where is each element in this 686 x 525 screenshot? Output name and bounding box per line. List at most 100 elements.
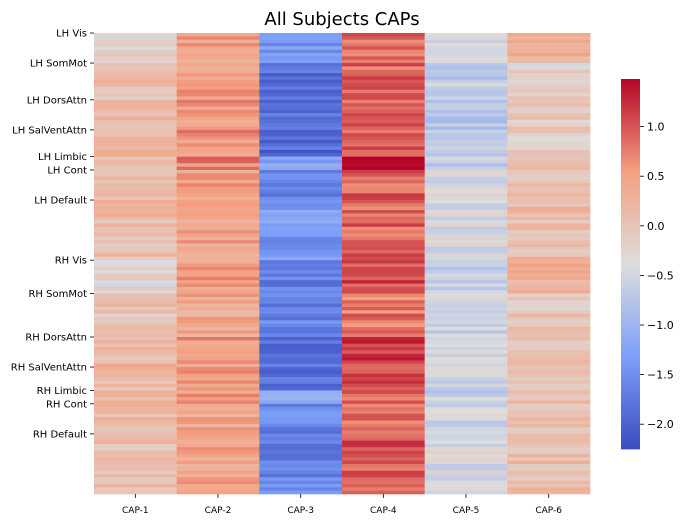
heatmap-cell: [424, 200, 508, 204]
heatmap-cell: [342, 470, 425, 475]
heatmap-cell: [176, 387, 260, 391]
heatmap-cell: [259, 49, 343, 54]
heatmap-cell: [342, 353, 425, 358]
heatmap-cell: [259, 377, 343, 381]
heatmap-cell: [259, 230, 343, 234]
colorbar-segment: [621, 137, 640, 142]
heatmap-cell: [424, 280, 508, 284]
colorbar-segment: [621, 230, 640, 234]
heatmap-cell: [94, 43, 177, 47]
heatmap-cell: [507, 143, 591, 147]
heatmap-cell: [424, 373, 508, 378]
colorbar-tick-label: −1.0: [647, 319, 674, 332]
heatmap-cell: [259, 253, 343, 258]
colorbar-segment: [621, 134, 640, 138]
colorbar-segment: [621, 439, 640, 444]
heatmap-cell: [176, 330, 260, 334]
heatmap-cell: [424, 430, 508, 435]
heatmap-cell: [176, 377, 260, 381]
heatmap-cell: [342, 196, 425, 201]
heatmap-cell: [176, 270, 260, 274]
heatmap-cell: [94, 303, 177, 308]
heatmap-cell: [176, 296, 260, 301]
heatmap-cell: [259, 323, 343, 328]
heatmap-cell: [259, 467, 343, 471]
heatmap-cell: [424, 407, 508, 411]
heatmap-cell: [507, 226, 591, 231]
heatmap-cell: [176, 230, 260, 234]
heatmap-cell: [424, 333, 508, 338]
heatmap-cell: [259, 163, 343, 167]
heatmap-cell: [176, 316, 260, 321]
heatmap-cell: [94, 226, 177, 231]
y-tick-label: LH Cont: [47, 165, 87, 176]
heatmap-cell: [94, 119, 177, 124]
heatmap-cell: [342, 33, 425, 37]
heatmap-cell: [342, 380, 425, 385]
heatmap-cell: [176, 250, 260, 254]
heatmap-cell: [176, 417, 260, 421]
colorbar-segment: [621, 183, 640, 188]
heatmap-cell: [424, 56, 508, 61]
heatmap-cell: [507, 203, 591, 208]
heatmap-cell: [94, 336, 177, 341]
colorbar-segment: [621, 190, 640, 194]
heatmap-cell: [176, 179, 260, 184]
heatmap-cell: [507, 483, 591, 488]
heatmap-cell: [259, 417, 343, 421]
heatmap-cell: [176, 303, 260, 308]
chart-title: All Subjects CAPs: [264, 9, 419, 30]
heatmap-cell: [259, 250, 343, 254]
heatmap-cell: [342, 300, 425, 304]
heatmap-cell: [342, 163, 425, 167]
heatmap-cell: [507, 190, 591, 194]
heatmap-cell: [424, 403, 508, 408]
colorbar-segment: [621, 301, 640, 305]
x-tick-label: CAP-3: [287, 506, 314, 516]
colorbar-segment: [621, 347, 640, 351]
heatmap-cell: [176, 236, 260, 241]
heatmap-cell: [507, 220, 591, 224]
heatmap-cell: [507, 377, 591, 381]
colorbar-segment: [621, 371, 640, 376]
heatmap-cell: [507, 437, 591, 441]
heatmap-cell: [342, 246, 425, 251]
colorbar-segment: [621, 85, 640, 89]
heatmap-cell: [176, 323, 260, 328]
heatmap-cell: [342, 166, 425, 171]
heatmap-cell: [342, 106, 425, 111]
heatmap-cell: [507, 373, 591, 378]
heatmap-cell: [342, 427, 425, 431]
heatmap-cell: [259, 213, 343, 218]
heatmap-cell: [507, 113, 591, 117]
colorbar-segment: [621, 125, 640, 129]
heatmap-cell: [94, 159, 177, 164]
heatmap-cell: [176, 440, 260, 445]
heatmap-cell: [94, 139, 177, 144]
heatmap-cell: [342, 173, 425, 177]
heatmap-cell: [342, 480, 425, 485]
heatmap-cell: [507, 357, 591, 361]
heatmap-cell: [424, 347, 508, 351]
heatmap-cell: [342, 363, 425, 368]
heatmap-cell: [176, 310, 260, 314]
heatmap-cell: [94, 390, 177, 395]
heatmap-cell: [424, 113, 508, 117]
heatmap-cell: [259, 113, 343, 117]
heatmap-cell: [259, 273, 343, 278]
heatmap-cell: [94, 410, 177, 415]
heatmap-cell: [342, 223, 425, 228]
heatmap-cell: [176, 243, 260, 248]
heatmap-cell: [259, 186, 343, 191]
heatmap-cell: [507, 313, 591, 318]
heatmap-cell: [424, 213, 508, 218]
heatmap-cell: [259, 109, 343, 114]
heatmap-cell: [507, 443, 591, 448]
heatmap-cell: [507, 123, 591, 127]
heatmap-cell: [259, 266, 343, 271]
colorbar-segment: [621, 424, 640, 428]
heatmap-cell: [176, 93, 260, 97]
x-tick-label: CAP-1: [122, 506, 149, 516]
heatmap-cell: [259, 283, 343, 288]
